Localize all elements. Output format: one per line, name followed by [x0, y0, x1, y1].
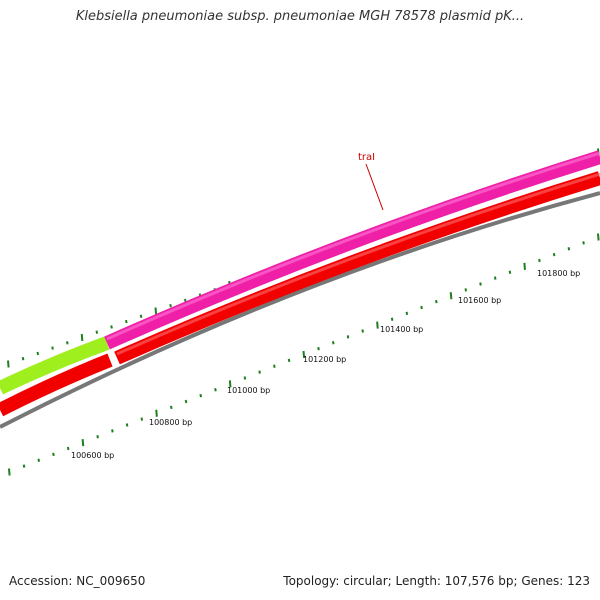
minor-tick-mark — [258, 370, 261, 374]
major-tick-mark — [449, 292, 453, 300]
major-tick-mark — [597, 233, 600, 241]
minor-tick-mark — [199, 393, 203, 398]
minor-tick-mark — [66, 341, 69, 345]
scale-label-101800: 101800 bp — [537, 269, 580, 278]
minor-tick-mark — [361, 329, 364, 333]
minor-tick-mark — [552, 252, 556, 257]
minor-tick-mark — [420, 305, 423, 310]
minor-tick-mark — [390, 317, 394, 321]
minor-tick-mark — [139, 314, 143, 318]
minor-tick-mark — [214, 388, 217, 392]
minor-tick-mark — [538, 258, 541, 263]
inner-tick-marks — [8, 233, 600, 476]
major-tick-mark — [80, 333, 84, 342]
topology-summary: Topology: circular; Length: 107,576 bp; … — [283, 574, 590, 588]
minor-tick-mark — [243, 376, 247, 380]
reverse-gene-segment-right[interactable] — [114, 171, 600, 365]
major-tick-mark — [154, 307, 158, 315]
scale-label-101000: 101000 bp — [227, 386, 270, 395]
minor-tick-mark — [52, 452, 55, 457]
major-tick-mark — [376, 321, 379, 329]
scale-label-100600: 100600 bp — [71, 451, 114, 460]
minor-tick-mark — [66, 446, 70, 451]
major-tick-mark — [302, 350, 306, 359]
adjacent-gene-green[interactable] — [0, 336, 110, 395]
minor-tick-mark — [287, 358, 291, 363]
minor-tick-mark — [140, 417, 144, 421]
minor-tick-mark — [464, 288, 468, 292]
minor-tick-mark — [111, 429, 114, 433]
minor-tick-mark — [22, 464, 26, 468]
major-tick-mark — [8, 468, 11, 476]
major-tick-mark — [228, 380, 232, 388]
major-tick-mark — [7, 360, 10, 368]
minor-tick-mark — [37, 458, 41, 462]
scale-label-101600: 101600 bp — [458, 296, 501, 305]
minor-tick-mark — [317, 346, 320, 351]
trai-label-line — [365, 163, 384, 211]
major-tick-mark — [155, 409, 158, 417]
minor-tick-mark — [21, 357, 25, 361]
minor-tick-mark — [582, 241, 585, 245]
minor-tick-mark — [51, 346, 54, 350]
minor-tick-mark — [479, 282, 482, 286]
scale-label-101200: 101200 bp — [303, 355, 346, 364]
minor-tick-mark — [169, 304, 172, 308]
minor-tick-mark — [36, 351, 40, 356]
minor-tick-mark — [493, 276, 497, 280]
minor-tick-mark — [567, 247, 571, 251]
minor-tick-mark — [125, 423, 129, 427]
minor-tick-mark — [331, 341, 335, 345]
minor-tick-mark — [346, 335, 350, 339]
trai-gene[interactable] — [104, 150, 600, 350]
major-tick-mark — [81, 439, 85, 447]
accession-text: Accession: NC_009650 — [9, 574, 146, 588]
trai-label[interactable]: traI — [358, 152, 375, 163]
reverse-gene-segment-left[interactable] — [0, 353, 113, 417]
backbone-line — [0, 191, 600, 429]
minor-tick-mark — [405, 311, 409, 316]
minor-tick-mark — [184, 399, 188, 404]
minor-tick-mark — [508, 270, 512, 274]
map-title: Klebsiella pneumoniae subsp. pneumoniae … — [75, 9, 525, 24]
scale-label-101400: 101400 bp — [380, 325, 423, 334]
minor-tick-mark — [110, 325, 113, 329]
minor-tick-mark — [125, 319, 128, 324]
minor-tick-mark — [435, 299, 438, 304]
major-tick-mark — [523, 262, 526, 270]
minor-tick-mark — [273, 364, 276, 368]
minor-tick-mark — [95, 330, 99, 334]
minor-tick-mark — [169, 405, 173, 410]
scale-label-100800: 100800 bp — [149, 418, 192, 427]
minor-tick-mark — [96, 435, 99, 439]
